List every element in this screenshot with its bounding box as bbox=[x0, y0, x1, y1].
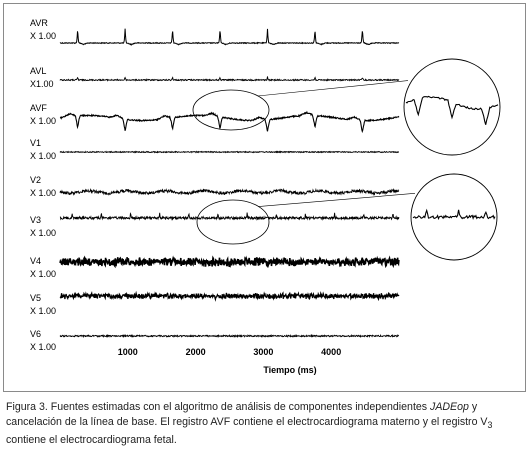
x-tick-2000: 2000 bbox=[186, 347, 206, 357]
trace-v3 bbox=[59, 212, 400, 221]
lead-scale-v1: X 1.00 bbox=[30, 151, 56, 161]
ecg-plot: AVR X 1.00 AVL X1.00 AVF X 1.00 V1 X 1.00 V2 X 1.… bbox=[30, 18, 501, 375]
avf-zoom-magnified-circle bbox=[403, 58, 501, 156]
avf-zoom-magnified-trace bbox=[405, 95, 499, 125]
lead-scale-v5: X 1.00 bbox=[30, 306, 56, 316]
caption-algorithm: JADEop bbox=[430, 401, 469, 413]
v3-zoom bbox=[196, 173, 498, 261]
lead-scale-v6: X 1.00 bbox=[30, 342, 56, 352]
lead-name-v1: V1 bbox=[30, 138, 41, 148]
v3-zoom-ellipse bbox=[196, 199, 270, 245]
lead-name-v5: V5 bbox=[30, 293, 41, 303]
lead-name-avr: AVR bbox=[30, 18, 48, 28]
lead-scale-avr: X 1.00 bbox=[30, 31, 56, 41]
lead-name-v2: V2 bbox=[30, 175, 41, 185]
trace-avl bbox=[59, 76, 400, 82]
trace-v2 bbox=[59, 187, 400, 196]
lead-scale-avf: X 1.00 bbox=[30, 116, 56, 126]
trace-v4 bbox=[59, 255, 400, 269]
trace-v6 bbox=[59, 333, 400, 339]
avf-zoom bbox=[192, 58, 501, 156]
figure-caption: Figura 3. Fuentes estimadas con el algor… bbox=[6, 400, 526, 448]
caption-subscript: 3 bbox=[487, 420, 493, 431]
caption-text-2: y cancelación de la línea de base. El re… bbox=[6, 401, 488, 428]
caption-text-3: contiene el electrocardiograma fetal. bbox=[6, 434, 177, 447]
lead-name-v4: V4 bbox=[30, 256, 41, 266]
lead-scale-v4: X 1.00 bbox=[30, 269, 56, 279]
v3-zoom-magnified-trace bbox=[412, 208, 496, 221]
figure-frame: AVR X 1.00 AVL X1.00 AVF X 1.00 V1 X 1.00 V2 X 1.… bbox=[3, 3, 526, 392]
trace-v1 bbox=[59, 150, 400, 154]
lead-name-v3: V3 bbox=[30, 215, 41, 225]
trace-avr bbox=[59, 28, 400, 46]
x-tick-3000: 3000 bbox=[253, 347, 273, 357]
x-tick-1000: 1000 bbox=[118, 347, 138, 357]
trace-avf bbox=[59, 110, 400, 134]
figure-number: Figura 3 bbox=[6, 401, 45, 413]
lead-name-avf: AVF bbox=[30, 103, 47, 113]
lead-scale-v3: X 1.00 bbox=[30, 228, 56, 238]
caption-text-1: . Fuentes estimadas con el algoritmo de … bbox=[44, 401, 431, 413]
lead-name-v6: V6 bbox=[30, 329, 41, 339]
lead-scale-avl: X1.00 bbox=[30, 79, 54, 89]
x-tick-4000: 4000 bbox=[321, 347, 341, 357]
lead-name-avl: AVL bbox=[30, 66, 46, 76]
trace-v5 bbox=[59, 290, 400, 302]
v3-zoom-connector bbox=[258, 193, 416, 207]
lead-scale-v2: X 1.00 bbox=[30, 188, 56, 198]
avf-zoom-ellipse bbox=[192, 89, 270, 131]
avf-zoom-connector bbox=[257, 80, 409, 97]
x-axis-label: Tiempo (ms) bbox=[263, 365, 316, 375]
